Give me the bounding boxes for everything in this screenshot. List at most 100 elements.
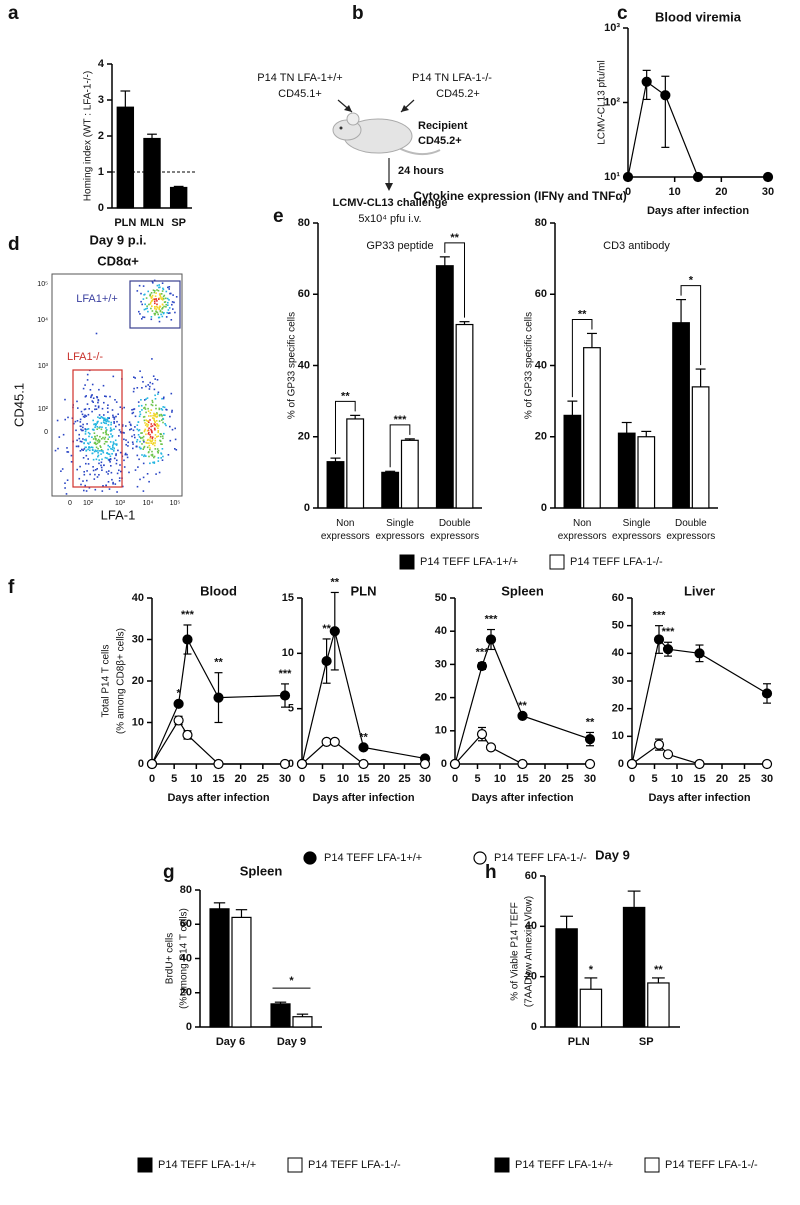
flow-event [156,413,158,415]
flow-event [120,470,122,473]
flow-event [111,409,114,411]
flow-event [104,417,106,420]
flow-event [104,440,107,443]
flow-event [166,297,169,300]
flow-event [134,415,137,418]
flow-event [165,303,167,306]
x-tick-label: 25 [738,773,750,785]
flow-event [92,428,95,431]
flow-event [151,382,154,385]
flow-event [138,284,141,287]
flow-event [167,312,170,314]
panel-letter: b [352,3,364,24]
flow-event [164,414,166,416]
flow-event [136,387,139,389]
flow-event [79,450,82,452]
flow-event [161,397,163,400]
flow-event [160,313,162,316]
y-tick-label: 20 [132,675,144,687]
flow-event [146,425,149,428]
data-point [146,758,158,770]
y-tick-label: 10 [132,716,144,728]
flow-event [118,429,121,431]
y-tick-label: 30 [132,633,144,645]
flow-event [162,406,164,408]
flow-event [131,412,134,415]
legend-label: P14 TEFF LFA-1+/+ [420,556,518,568]
flow-event [115,425,117,428]
y-tick-label: 10 [282,647,294,659]
flow-event [165,290,168,293]
bar [346,418,365,509]
error-bar [586,332,597,348]
flow-event [153,456,155,459]
x-tick-label: Double expressors [666,518,715,542]
flow-event [115,454,117,457]
flow-event [76,400,78,403]
flow-event [149,294,151,297]
flow-event [143,445,146,448]
flow-event [123,466,126,468]
flow-event [90,396,92,399]
flow-event [171,428,174,431]
flow-event [96,476,99,478]
flow-event [141,432,143,434]
flow-event [88,408,90,410]
flow-event [150,428,152,431]
flow-event [91,383,94,386]
flow-event [100,416,103,418]
flow-event [167,454,170,456]
error-bar [567,400,578,416]
error-bar [459,321,470,325]
flow-event [159,305,162,308]
y-tick-label: 80 [298,217,310,229]
flow-event [94,473,96,476]
flow-tick-label: 0 [44,429,48,436]
flow-event [131,441,134,443]
data-point [329,736,340,747]
flow-event [89,473,91,476]
flow-event [165,297,167,300]
flow-event [88,435,90,438]
flow-event [138,458,140,461]
flow-event [151,437,154,440]
x-tick-label: SP [171,217,186,229]
flow-event [103,438,106,440]
flow-event [141,303,143,306]
flow-event [150,307,152,310]
flow-event [83,448,86,450]
flow-event [111,448,113,450]
flow-event [100,438,103,440]
flow-event [159,309,162,312]
panel-letter: e [273,206,284,227]
flow-event [83,442,85,444]
flow-event [141,376,143,379]
flow-event [77,445,80,447]
flow-event [105,422,107,425]
recipient-label: CD45.2+ [418,135,462,147]
flow-event [161,459,164,461]
flow-event [110,471,113,474]
flow-event [60,470,62,472]
flow-event [94,405,97,407]
data-point [419,758,431,770]
x-tick-label: Day 9 [277,1036,306,1048]
flow-event [84,428,86,430]
flow-event [111,453,113,455]
flow-event [87,442,89,444]
flow-event [149,437,151,439]
flow-event [88,447,91,449]
flow-event [167,309,170,311]
flow-event [161,435,164,437]
flow-event [126,453,128,456]
flow-event [100,466,103,469]
flow-event [97,405,100,408]
data-point [517,710,528,721]
error-bar [560,915,573,929]
flow-event [82,426,84,429]
flow-event [151,401,154,404]
flow-event [149,433,151,436]
flow-event [132,443,134,445]
error-bar [274,1001,287,1004]
flow-event [83,408,86,411]
